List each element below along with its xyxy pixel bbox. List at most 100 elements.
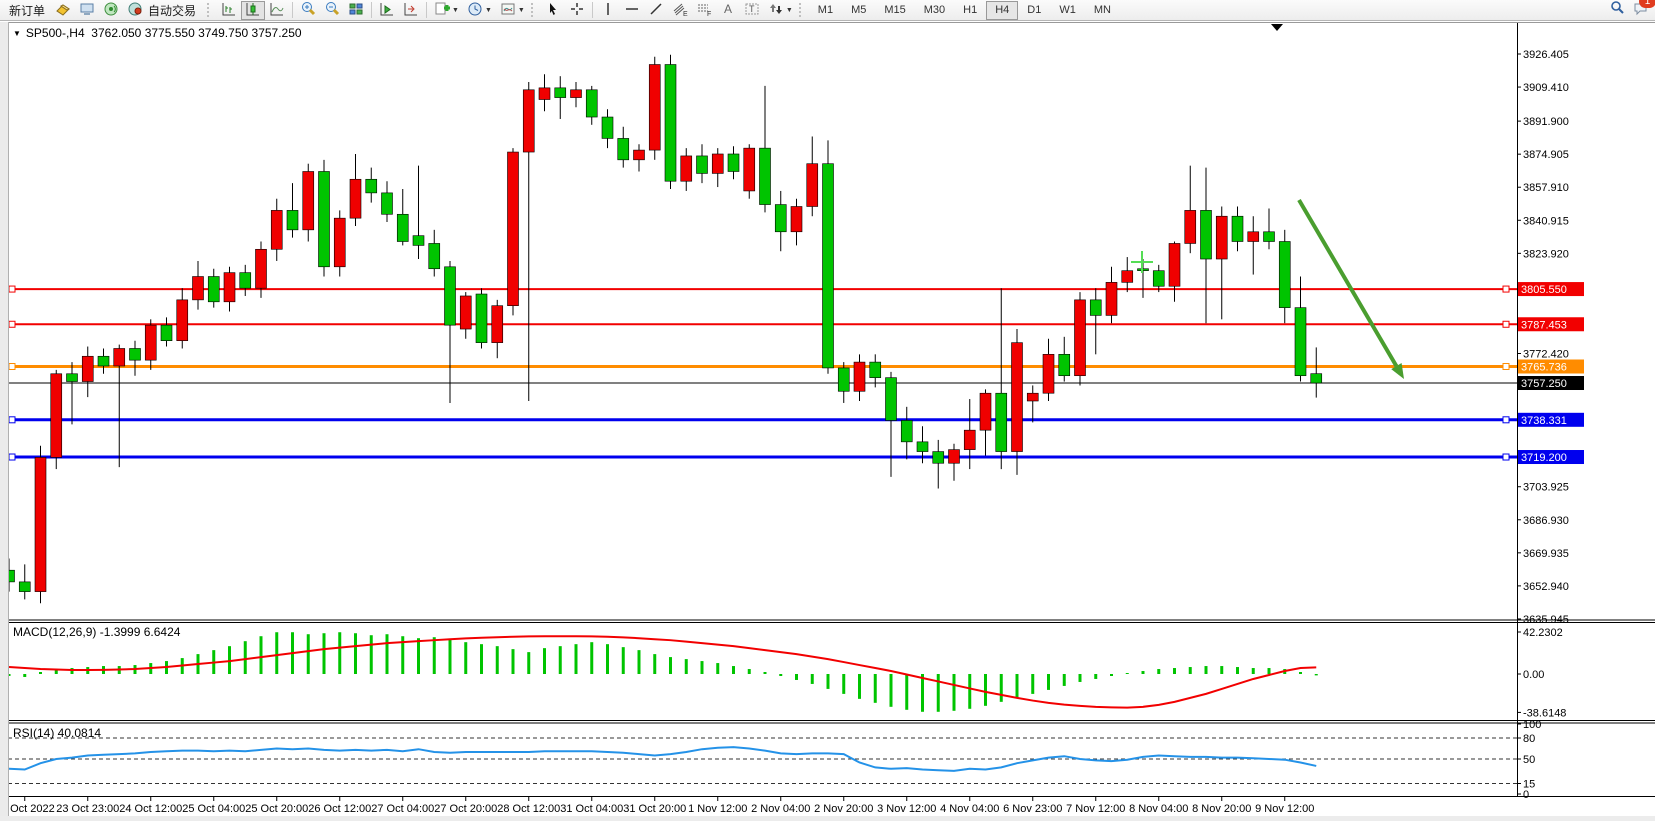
timeframes-clock-dropdown-icon[interactable]: ▼ (484, 6, 492, 14)
time-axis-label[interactable]: 3 Nov 12:00 (877, 803, 936, 815)
time-axis-label[interactable]: 28 Oct 12:00 (497, 803, 560, 815)
new-order-button[interactable]: 新订单 (9, 3, 46, 18)
quote-line: ▼ SP500-,H4 3762.050 3775.550 3749.750 37… (13, 26, 302, 40)
time-axis-label[interactable]: 6 Nov 23:00 (1003, 803, 1062, 815)
candle (601, 116, 614, 139)
zoom-out-button[interactable] (320, 1, 344, 20)
time-axis-label[interactable]: 25 Oct 04:00 (182, 803, 245, 815)
shapes-icon (768, 1, 784, 20)
fibonacci-button[interactable]: F (692, 1, 716, 20)
cursor-button[interactable] (541, 1, 565, 20)
timeframe-h1-button[interactable]: H1 (963, 4, 978, 16)
macd-axis-label: 42.2302 (1523, 627, 1563, 639)
price-axis-label: 3857.910 (1523, 182, 1569, 194)
candle (1026, 392, 1039, 402)
chat-button[interactable]: 1 (1633, 0, 1655, 21)
price-axis-label: 3686.930 (1523, 515, 1569, 527)
tile-windows-button[interactable] (344, 1, 368, 20)
channel-button[interactable]: E (668, 1, 692, 20)
timeframe-m15-button[interactable]: M15 (884, 4, 906, 16)
hline-handle[interactable] (8, 285, 16, 293)
candle (144, 324, 157, 361)
trend-arrow-head[interactable] (1391, 363, 1404, 379)
time-axis-label[interactable]: 27 Oct 20:00 (434, 803, 497, 815)
hline-handle[interactable] (1502, 363, 1510, 371)
svg-text:F: F (707, 11, 711, 17)
vertical-line-button[interactable] (596, 1, 620, 20)
add-indicator-button[interactable]: ▼ (430, 1, 463, 20)
text-label-button[interactable]: T (740, 1, 764, 20)
time-axis-label[interactable]: 24 Oct 12:00 (119, 803, 182, 815)
hline-handle[interactable] (1502, 285, 1510, 293)
time-axis-label[interactable]: 4 Nov 04:00 (940, 803, 999, 815)
timeframe-m1-button[interactable]: M1 (817, 4, 834, 16)
price-badge (1518, 376, 1584, 391)
hline-handle[interactable] (8, 416, 16, 424)
hline-handle[interactable] (8, 320, 16, 328)
candle (869, 361, 882, 378)
text-button[interactable]: A (716, 1, 740, 20)
timeframes-clock-button[interactable]: ▼ (463, 1, 496, 20)
hline-handle[interactable] (1502, 320, 1510, 328)
time-axis-label[interactable]: 31 Oct 04:00 (560, 803, 623, 815)
candle (774, 204, 787, 233)
auto-trading-button[interactable]: 自动交易 (123, 1, 205, 20)
horizontal-line-button[interactable] (620, 1, 644, 20)
timeframe-h4-button[interactable]: H4 (986, 0, 1019, 20)
candle (1168, 243, 1181, 287)
time-axis-label[interactable]: 2 Nov 04:00 (751, 803, 810, 815)
time-axis-label[interactable]: 25 Oct 20:00 (245, 803, 308, 815)
trend-arrow-shaft[interactable] (1297, 198, 1399, 368)
candle (255, 248, 267, 289)
time-axis-label[interactable]: 31 Oct 20:00 (623, 803, 686, 815)
shapes-dropdown-icon[interactable]: ▼ (785, 6, 793, 14)
timeframe-mn-button[interactable]: MN (1093, 4, 1111, 16)
time-axis-label[interactable]: 1 Nov 12:00 (688, 803, 747, 815)
rsi-line (8, 746, 1317, 772)
timeframe-d1-button[interactable]: D1 (1027, 4, 1042, 16)
zoom-in-button[interactable] (296, 1, 320, 20)
templates-button[interactable]: ▼ (496, 1, 529, 20)
shapes-button[interactable]: ▼ (764, 1, 797, 20)
order-pad-button[interactable] (51, 1, 75, 20)
hline-handle[interactable] (1502, 453, 1510, 461)
cursor-icon (545, 1, 561, 20)
signals-button[interactable] (99, 1, 123, 20)
time-axis-label[interactable]: 8 Nov 20:00 (1192, 803, 1251, 815)
timeframe-m5-button[interactable]: M5 (851, 4, 867, 16)
candle (885, 377, 897, 421)
chart-collapse-icon[interactable]: ▼ (13, 29, 21, 38)
crosshair-button[interactable] (565, 1, 589, 20)
hline-handle[interactable] (1502, 416, 1510, 424)
search-icon[interactable] (1609, 0, 1625, 21)
time-axis-label[interactable]: 26 Oct 12:00 (308, 803, 371, 815)
time-axis-label[interactable]: 8 Nov 04:00 (1129, 803, 1188, 815)
time-axis-label[interactable]: 9 Nov 12:00 (1255, 803, 1314, 815)
channel-icon: E (672, 1, 688, 20)
timeframe-w1-button[interactable]: W1 (1059, 4, 1076, 16)
time-axis-label[interactable]: 27 Oct 04:00 (371, 803, 434, 815)
autotrade-icon (127, 1, 143, 20)
time-axis-label[interactable]: 2 Nov 20:00 (814, 803, 873, 815)
chart-forward-button[interactable] (375, 1, 399, 20)
templates-dropdown-icon[interactable]: ▼ (517, 6, 525, 14)
candle (207, 276, 220, 303)
bar-chart-button[interactable] (217, 1, 241, 20)
hline-handle[interactable] (8, 453, 16, 461)
candle (97, 355, 110, 367)
time-axis-label[interactable]: 21 Oct 2022 (0, 803, 55, 815)
candle (1152, 270, 1165, 287)
time-axis-label[interactable]: 23 Oct 23:00 (56, 803, 119, 815)
candle-chart-button[interactable] (241, 0, 266, 20)
timeframe-m30-button[interactable]: M30 (923, 4, 946, 16)
time-axis-label[interactable]: 7 Nov 12:00 (1066, 803, 1125, 815)
add-indicator-dropdown-icon[interactable]: ▼ (452, 6, 459, 14)
auto-trading-label: 自动交易 (148, 3, 197, 18)
terminal-button[interactable] (75, 1, 99, 20)
hline-handle[interactable] (8, 363, 16, 371)
chart-step-button[interactable] (399, 1, 423, 20)
line-chart-button[interactable] (265, 1, 289, 20)
candle (491, 305, 504, 343)
svg-text:T: T (749, 4, 755, 14)
trendline-button[interactable] (644, 1, 668, 20)
